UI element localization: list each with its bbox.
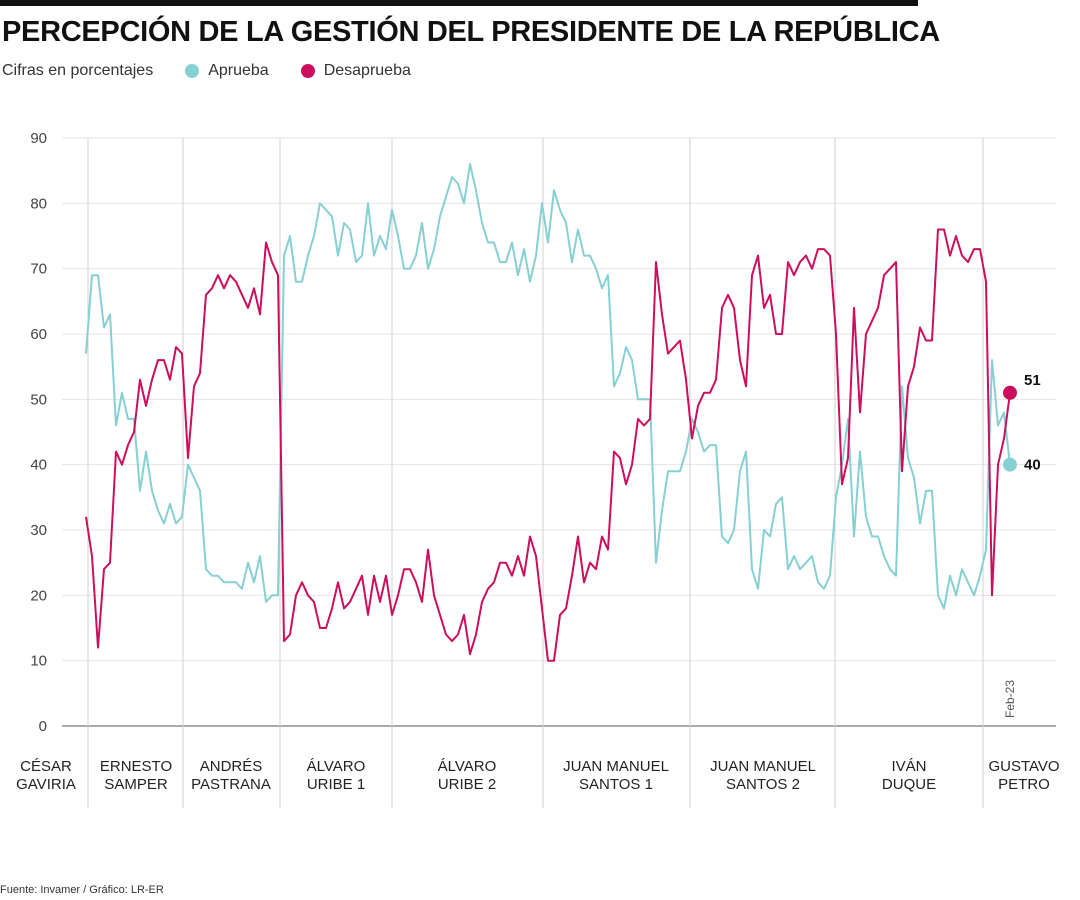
y-tick-label: 90 (30, 130, 47, 147)
period-label: JUAN MANUEL (710, 758, 816, 775)
end-point-aprueba (1003, 457, 1017, 472)
period-label: ANDRÉS (200, 758, 263, 775)
legend-dot-aprueba-icon (185, 64, 200, 78)
period-label: GUSTAVO (988, 758, 1059, 775)
period-label: PASTRANA (191, 776, 271, 793)
legend-dot-desaprueba-icon (300, 64, 315, 78)
chart-title: PERCEPCIÓN DE LA GESTIÓN DEL PRESIDENTE … (2, 16, 940, 48)
source-note: Fuente: Invamer / Gráfico: LR-ER (0, 884, 164, 896)
end-label-aprueba: 40 (1024, 457, 1041, 474)
y-tick-label: 50 (30, 391, 47, 408)
y-tick-label: 30 (30, 522, 47, 539)
x-marker-label: Feb-23 (1003, 680, 1017, 718)
period-label: ERNESTO (100, 758, 172, 775)
legend-label-aprueba: Aprueba (208, 62, 269, 79)
y-tick-label: 20 (30, 587, 47, 604)
subtitle: Cifras en porcentajes (2, 62, 154, 79)
y-tick-label: 40 (30, 457, 47, 474)
y-tick-label: 80 (30, 195, 47, 212)
period-label: JUAN MANUEL (563, 758, 669, 775)
y-tick-label: 10 (30, 653, 47, 670)
top-rule (0, 0, 918, 6)
y-tick-label: 60 (30, 326, 47, 343)
period-label: PETRO (998, 776, 1050, 793)
period-label: SAMPER (104, 776, 168, 793)
end-point-desaprueba (1003, 385, 1017, 400)
series-line-desaprueba (85, 228, 1011, 662)
period-label: URIBE 1 (307, 776, 365, 793)
period-label: DUQUE (882, 776, 936, 793)
period-label: GAVIRIA (16, 776, 76, 793)
period-label: URIBE 2 (438, 776, 496, 793)
y-tick-label: 0 (39, 718, 47, 735)
subtitle-row: Cifras en porcentajes Aprueba Desaprueba (2, 62, 411, 80)
period-label: ÁLVARO (307, 758, 366, 775)
legend-label-desaprueba: Desaprueba (323, 62, 411, 79)
period-label: SANTOS 1 (579, 776, 653, 793)
period-label: ÁLVARO (438, 758, 497, 775)
period-label: SANTOS 2 (726, 776, 800, 793)
period-label: IVÁN (891, 758, 926, 775)
legend-item-desaprueba: Desaprueba (300, 62, 411, 80)
period-label: CÉSAR (20, 758, 72, 775)
end-label-desaprueba: 51 (1024, 372, 1041, 389)
series-line-aprueba (85, 163, 1011, 610)
legend-item-aprueba: Aprueba (185, 62, 269, 80)
y-tick-label: 70 (30, 261, 47, 278)
